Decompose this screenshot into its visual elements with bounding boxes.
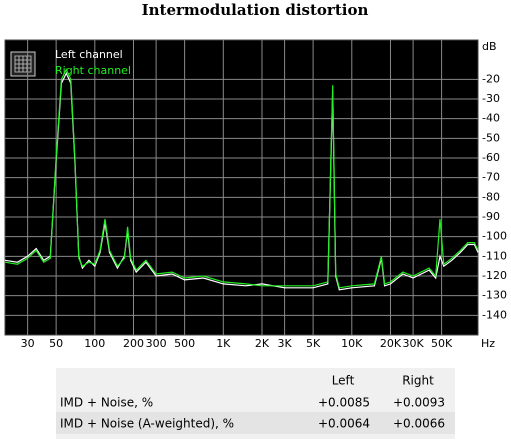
table-header: Right <box>402 374 434 388</box>
series-line <box>4 72 479 291</box>
table-row-bg <box>56 412 455 434</box>
x-tick-label: 300 <box>146 337 167 350</box>
x-tick-label: 30K <box>402 337 424 350</box>
y-tick-label: -70 <box>482 171 500 184</box>
x-tick-label: 3K <box>277 337 292 350</box>
table-cell: +0.0066 <box>393 417 445 431</box>
y-tick-label: -50 <box>482 131 500 144</box>
legend-label: Left channel <box>55 48 123 61</box>
y-tick-label: -130 <box>482 289 507 302</box>
y-tick-label: -110 <box>482 249 507 262</box>
y-tick-label: -40 <box>482 112 500 125</box>
x-tick-label: 100 <box>84 337 105 350</box>
y-tick-label: -80 <box>482 190 500 203</box>
x-tick-label: 5K <box>306 337 321 350</box>
x-tick-label: 20K <box>380 337 402 350</box>
table-header: Left <box>332 374 355 388</box>
table-cell: +0.0085 <box>318 396 370 410</box>
y-tick-label: -90 <box>482 210 500 223</box>
x-tick-label: 2K <box>255 337 270 350</box>
y-tick-label: -140 <box>482 308 507 321</box>
y-tick-label: -30 <box>482 92 500 105</box>
row-label: IMD + Noise, % <box>60 396 153 410</box>
y-unit: dB <box>482 40 497 53</box>
y-tick-label: -20 <box>482 72 500 85</box>
x-tick-label: 200 <box>123 337 144 350</box>
x-tick-label: 10K <box>341 337 363 350</box>
y-tick-label: -60 <box>482 151 500 164</box>
table-cell: +0.0064 <box>318 417 370 431</box>
x-tick-label: 500 <box>174 337 195 350</box>
y-tick-label: -120 <box>482 269 507 282</box>
legend-label: Right channel <box>55 64 131 77</box>
x-tick-label: 30 <box>21 337 35 350</box>
table-cell: +0.0093 <box>393 396 445 410</box>
x-tick-label: 50 <box>49 337 63 350</box>
x-tick-label: 1K <box>216 337 231 350</box>
x-tick-label: 50K <box>431 337 453 350</box>
row-label: IMD + Noise (A-weighted), % <box>60 417 234 431</box>
legend-icon <box>10 51 36 77</box>
chart-title: Intermodulation distortion <box>142 1 369 19</box>
y-tick-label: -100 <box>482 230 507 243</box>
x-unit: Hz <box>481 337 495 350</box>
series-line <box>4 68 479 289</box>
